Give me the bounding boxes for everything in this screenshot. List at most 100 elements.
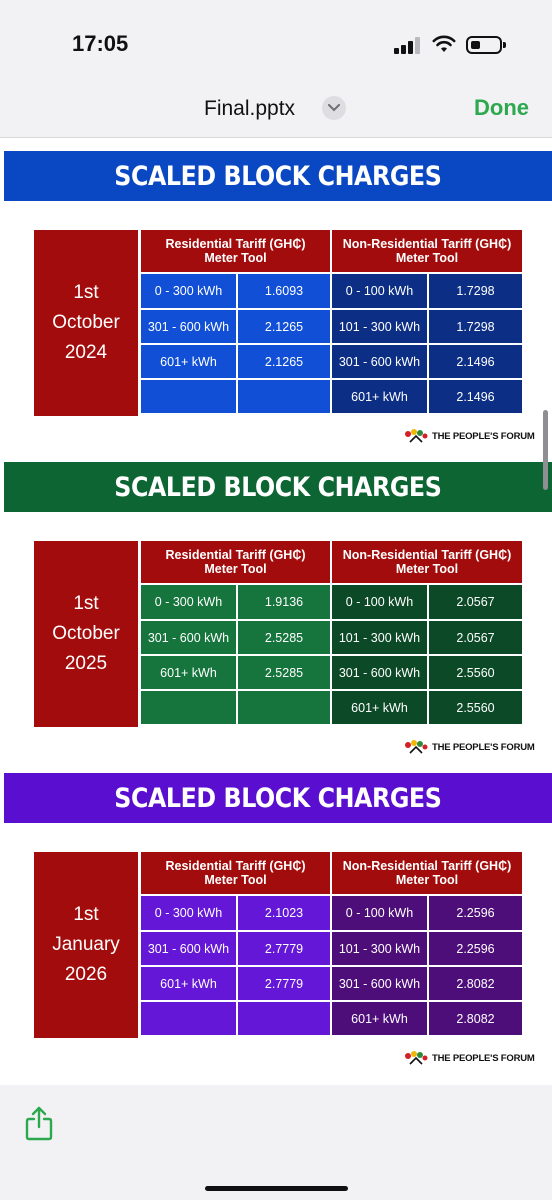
residential-band-cell (141, 1002, 236, 1035)
flower-logo-icon (405, 740, 428, 754)
non-residential-header: Non-Residential Tariff (GH₵) Meter Tool (332, 541, 522, 583)
non-residential-band-cell: 601+ kWh (332, 1002, 427, 1035)
residential-band-cell: 601+ kWh (141, 967, 236, 1000)
slide-header: SCALED BLOCK CHARGES (4, 773, 552, 823)
residential-band-cell (141, 380, 236, 413)
residential-rate-cell (238, 691, 330, 724)
status-time: 17:05 (72, 31, 129, 56)
peoples-forum-logo: THE PEOPLE'S FORUM (404, 429, 535, 443)
residential-band-cell: 301 - 600 kWh (141, 932, 236, 965)
header-line: Meter Tool (204, 562, 267, 576)
effective-date-line: 2026 (64, 964, 108, 985)
header-line: Residential Tariff (GH₵) (165, 548, 306, 562)
header-line: Residential Tariff (GH₵) (165, 237, 306, 251)
effective-date-cell: 1st January 2026 (34, 852, 138, 1038)
done-button[interactable]: Done (474, 95, 529, 120)
scroll-indicator[interactable] (543, 410, 548, 490)
header-line: Meter Tool (204, 873, 267, 887)
effective-date-cell: 1st October 2025 (34, 541, 138, 727)
share-icon[interactable] (25, 1105, 53, 1141)
header-line: Non-Residential Tariff (GH₵) (342, 237, 512, 251)
non-residential-rate-cell: 2.8082 (429, 1002, 522, 1035)
slide-header: SCALED BLOCK CHARGES (4, 462, 552, 512)
non-residential-header: Non-Residential Tariff (GH₵) Meter Tool (332, 852, 522, 894)
effective-date-line: October (52, 312, 120, 333)
non-residential-rate-cell: 2.5560 (429, 656, 522, 689)
document-viewer[interactable]: SCALED BLOCK CHARGES 1st October 2024 Reside… (0, 138, 552, 1085)
peoples-forum-logo: THE PEOPLE'S FORUM (404, 1051, 535, 1065)
residential-rate-cell: 2.1023 (238, 896, 330, 930)
non-residential-band-cell: 301 - 600 kWh (332, 967, 427, 1000)
effective-date-line: 1st (73, 282, 99, 303)
residential-band-cell: 0 - 300 kWh (141, 896, 236, 930)
effective-date-line: October (52, 623, 120, 644)
effective-date-line: 2024 (64, 342, 108, 363)
non-residential-band-cell: 0 - 100 kWh (332, 585, 427, 619)
residential-band-cell: 301 - 600 kWh (141, 621, 236, 654)
flower-logo-icon (405, 429, 428, 443)
effective-date-line: 1st (73, 593, 99, 614)
peoples-forum-logo: THE PEOPLE'S FORUM (404, 740, 535, 754)
residential-band-cell (141, 691, 236, 724)
header-line: Meter Tool (204, 251, 267, 265)
residential-rate-cell (238, 380, 330, 413)
non-residential-rate-cell: 1.7298 (429, 310, 522, 343)
battery-icon (466, 36, 506, 54)
residential-band-cell: 0 - 300 kWh (141, 274, 236, 308)
slide-header: SCALED BLOCK CHARGES (4, 151, 552, 201)
slide: SCALED BLOCK CHARGES 1st October 2024 Reside… (0, 151, 552, 462)
non-residential-band-cell: 101 - 300 kWh (332, 932, 427, 965)
header-line: Meter Tool (395, 562, 459, 576)
slide-title: SCALED BLOCK CHARGES (114, 160, 442, 192)
non-residential-band-cell: 0 - 100 kWh (332, 274, 427, 308)
non-residential-header: Non-Residential Tariff (GH₵) Meter Tool (332, 230, 522, 272)
logo-text: THE PEOPLE'S FORUM (432, 1052, 535, 1064)
nav-bar: Final.pptx Done (0, 80, 552, 138)
logo-text: THE PEOPLE'S FORUM (432, 430, 535, 442)
header-line: Non-Residential Tariff (GH₵) (342, 548, 512, 562)
effective-date-line: 1st (73, 904, 99, 925)
non-residential-band-cell: 0 - 100 kWh (332, 896, 427, 930)
residential-rate-cell: 2.7779 (238, 932, 330, 965)
effective-date-cell: 1st October 2024 (34, 230, 138, 416)
file-title[interactable]: Final.pptx (204, 97, 296, 120)
header-line: Meter Tool (395, 251, 459, 265)
chevron-down-icon[interactable] (322, 96, 346, 120)
residential-rate-cell: 2.1265 (238, 310, 330, 343)
flower-logo-icon (405, 1051, 428, 1065)
residential-header: Residential Tariff (GH₵) Meter Tool (141, 541, 330, 583)
residential-rate-cell: 2.1265 (238, 345, 330, 378)
effective-date-line: January (52, 934, 120, 955)
non-residential-rate-cell: 2.1496 (429, 380, 522, 413)
bottom-toolbar (0, 1085, 552, 1200)
residential-header: Residential Tariff (GH₵) Meter Tool (141, 230, 330, 272)
non-residential-band-cell: 601+ kWh (332, 691, 427, 724)
non-residential-band-cell: 601+ kWh (332, 380, 427, 413)
header-line: Residential Tariff (GH₵) (165, 859, 306, 873)
non-residential-rate-cell: 2.0567 (429, 621, 522, 654)
residential-header: Residential Tariff (GH₵) Meter Tool (141, 852, 330, 894)
header-line: Non-Residential Tariff (GH₵) (342, 859, 512, 873)
non-residential-rate-cell: 2.2596 (429, 932, 522, 965)
header-line: Meter Tool (395, 873, 459, 887)
residential-rate-cell: 2.5285 (238, 621, 330, 654)
wifi-icon (432, 35, 456, 52)
non-residential-rate-cell: 2.2596 (429, 896, 522, 930)
non-residential-rate-cell: 1.7298 (429, 274, 522, 308)
non-residential-band-cell: 101 - 300 kWh (332, 310, 427, 343)
non-residential-rate-cell: 2.0567 (429, 585, 522, 619)
non-residential-band-cell: 301 - 600 kWh (332, 345, 427, 378)
residential-rate-cell: 2.7779 (238, 967, 330, 1000)
non-residential-rate-cell: 2.5560 (429, 691, 522, 724)
non-residential-rate-cell: 2.8082 (429, 967, 522, 1000)
slide: SCALED BLOCK CHARGES 1st January 2026 Reside… (0, 773, 552, 1084)
slide-title: SCALED BLOCK CHARGES (114, 471, 442, 503)
slide: SCALED BLOCK CHARGES 1st October 2025 Reside… (0, 462, 552, 773)
residential-band-cell: 601+ kWh (141, 656, 236, 689)
residential-rate-cell: 1.9136 (238, 585, 330, 619)
residential-rate-cell (238, 1002, 330, 1035)
cellular-signal-icon (394, 36, 424, 54)
status-bar: 17:05 (0, 0, 552, 80)
effective-date-line: 2025 (64, 653, 108, 674)
